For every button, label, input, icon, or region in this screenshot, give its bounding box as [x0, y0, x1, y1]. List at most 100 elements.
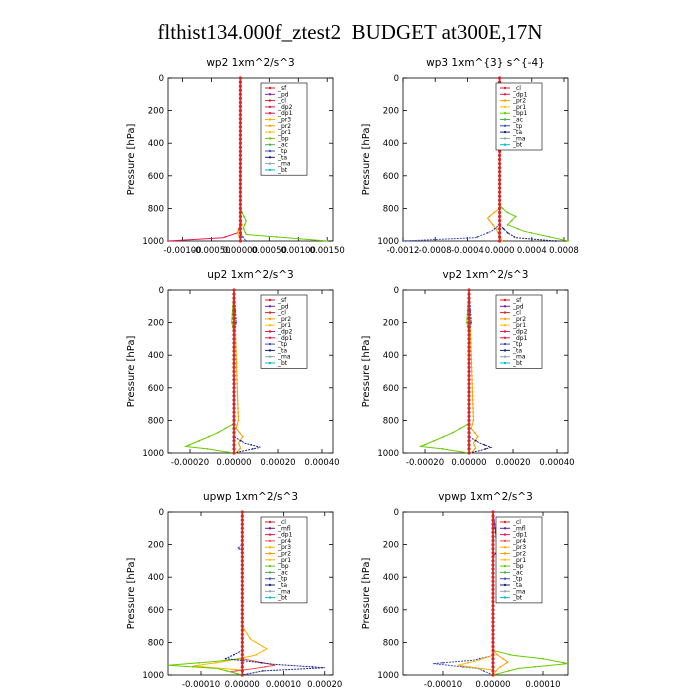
x-tick-label: 0.00000: [225, 680, 260, 690]
series-point-cl: [498, 162, 502, 166]
series-point-cl: [467, 402, 471, 406]
legend-label-pr2: _pr2: [512, 551, 526, 558]
series-point-cl: [240, 596, 244, 600]
series-point-cl: [498, 190, 502, 194]
series-point-cl: [491, 624, 495, 628]
series-point-cl: [498, 198, 502, 202]
series-point-cl: [240, 563, 244, 567]
series-point-pr2: [495, 670, 497, 672]
legend-label-ac: _ac: [277, 569, 288, 576]
series-point-bp: [423, 444, 426, 446]
series-point-cl: [467, 406, 471, 410]
series-point-cl: [238, 210, 242, 215]
series-point-cl: [232, 402, 236, 406]
legend-marker-cl: [268, 311, 272, 314]
plot-frame: [402, 289, 569, 454]
y-tick-label: 600: [148, 384, 164, 394]
legend-label-cl: _cl: [512, 310, 521, 317]
series-point-cl: [238, 88, 242, 92]
y-tick-label: 600: [383, 172, 399, 182]
series-point-cl: [232, 443, 236, 447]
series-point-bp1: [510, 219, 513, 222]
y-tick-label: 400: [148, 573, 164, 583]
series-point-cl: [467, 308, 471, 312]
series-line-pr3: [192, 512, 269, 675]
series-point-cl: [240, 636, 244, 640]
series-point-bp: [562, 661, 565, 664]
legend-label-dp2: _dp2: [512, 329, 528, 336]
series-point-pr2: [501, 240, 503, 242]
legend-label-bt: _bt: [512, 360, 523, 367]
legend-label-ma: _ma: [512, 135, 526, 142]
legend-label-tp: _tp: [512, 576, 522, 583]
series-point-tp: [476, 236, 479, 238]
legend-marker-pr1: [268, 324, 272, 327]
series-point-bp1: [506, 211, 509, 214]
series-point-cl: [240, 547, 244, 551]
series-point-cl: [467, 386, 471, 390]
y-axis-label: Pressure [hPa]: [126, 558, 137, 630]
legend-marker-pr2: [268, 124, 272, 128]
y-tick-label: 200: [148, 107, 164, 117]
panel-title: upwp 1xm^2/s^3: [203, 491, 298, 503]
y-tick-label: 600: [148, 172, 164, 182]
series-point-cl: [238, 182, 242, 186]
series-point-bp: [191, 666, 194, 668]
series-point-cl: [491, 596, 495, 600]
y-tick-label: 200: [383, 107, 399, 117]
series-point-ta: [311, 666, 314, 668]
series-point-bp: [206, 448, 209, 450]
y-tick-label: 400: [383, 139, 399, 149]
legend-marker-pd: [268, 93, 272, 96]
legend-marker-cl: [503, 311, 507, 314]
series-point-cl: [491, 628, 495, 632]
series-point-pr2: [236, 231, 239, 234]
legend-label-pr2: _pr2: [277, 123, 291, 130]
x-tick-label: 0.00100: [281, 246, 316, 256]
series-point-cl: [238, 109, 242, 113]
series-point-cl: [491, 538, 495, 543]
x-tick-label: 0.00050: [252, 246, 287, 256]
series-line-bp: [418, 289, 470, 454]
legend-marker-ac: [503, 571, 507, 574]
y-tick-label: 1000: [142, 671, 164, 681]
series-point-cl: [467, 390, 471, 394]
series-point-cl: [491, 608, 495, 612]
series-point-cl: [467, 296, 471, 300]
series-point-cl: [238, 80, 242, 84]
series-point-cl: [467, 382, 471, 386]
y-tick-label: 1000: [377, 237, 399, 247]
series-point-ta: [484, 448, 487, 450]
series-point-cl: [467, 426, 471, 431]
series-point-cl: [467, 333, 471, 337]
series-point-cl: [240, 575, 244, 579]
y-tick-label: 800: [383, 638, 399, 648]
series-point-bp1: [506, 223, 509, 226]
series-point-cl: [238, 92, 242, 96]
series-point-cl: [467, 410, 471, 414]
series-point-cl: [238, 117, 242, 121]
series-point-bp: [225, 670, 228, 672]
legend-marker-pr3: [268, 546, 272, 549]
series-point-cl: [240, 644, 244, 649]
legend-marker-pr2: [503, 552, 507, 555]
series-point-cl: [232, 329, 236, 333]
legend-marker-bt: [268, 168, 272, 172]
series-point-cl: [491, 510, 495, 514]
series-point-cl: [498, 170, 502, 174]
x-tick-label: -0.0008: [419, 246, 452, 256]
series-point-cl: [238, 186, 242, 190]
series-point-cl: [232, 337, 236, 341]
series-point-bp: [459, 427, 462, 430]
series-point-cl: [491, 514, 495, 518]
series-point-ta: [506, 231, 509, 234]
series-point-cl: [491, 543, 495, 547]
x-tick-label: -0.0004: [451, 246, 484, 256]
series-point-pr2: [235, 427, 238, 430]
series-line-pr3: [457, 512, 494, 675]
series-point-pr2: [237, 407, 239, 410]
legend-label-pd: _pd: [512, 303, 524, 310]
series-point-bp: [441, 448, 444, 450]
y-axis-label: Pressure [hPa]: [126, 336, 137, 408]
y-tick-label: 800: [383, 204, 399, 214]
